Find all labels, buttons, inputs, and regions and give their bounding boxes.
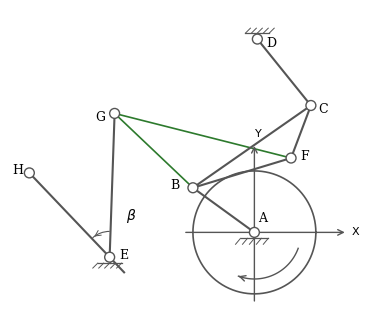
Text: F: F bbox=[301, 150, 309, 162]
Text: H: H bbox=[12, 164, 23, 177]
Circle shape bbox=[105, 252, 114, 262]
Circle shape bbox=[252, 34, 262, 44]
Circle shape bbox=[110, 109, 120, 118]
Text: D: D bbox=[266, 36, 276, 49]
Text: E: E bbox=[119, 249, 128, 262]
Circle shape bbox=[24, 168, 34, 178]
Text: C: C bbox=[318, 103, 328, 116]
Circle shape bbox=[188, 183, 198, 193]
Text: B: B bbox=[170, 179, 180, 192]
Text: G: G bbox=[96, 111, 106, 124]
Text: A: A bbox=[258, 212, 267, 225]
Text: Y: Y bbox=[255, 129, 262, 139]
Circle shape bbox=[250, 227, 259, 237]
Circle shape bbox=[286, 153, 296, 163]
Text: X: X bbox=[351, 227, 359, 237]
Circle shape bbox=[306, 100, 316, 110]
Text: $\beta$: $\beta$ bbox=[126, 206, 137, 224]
